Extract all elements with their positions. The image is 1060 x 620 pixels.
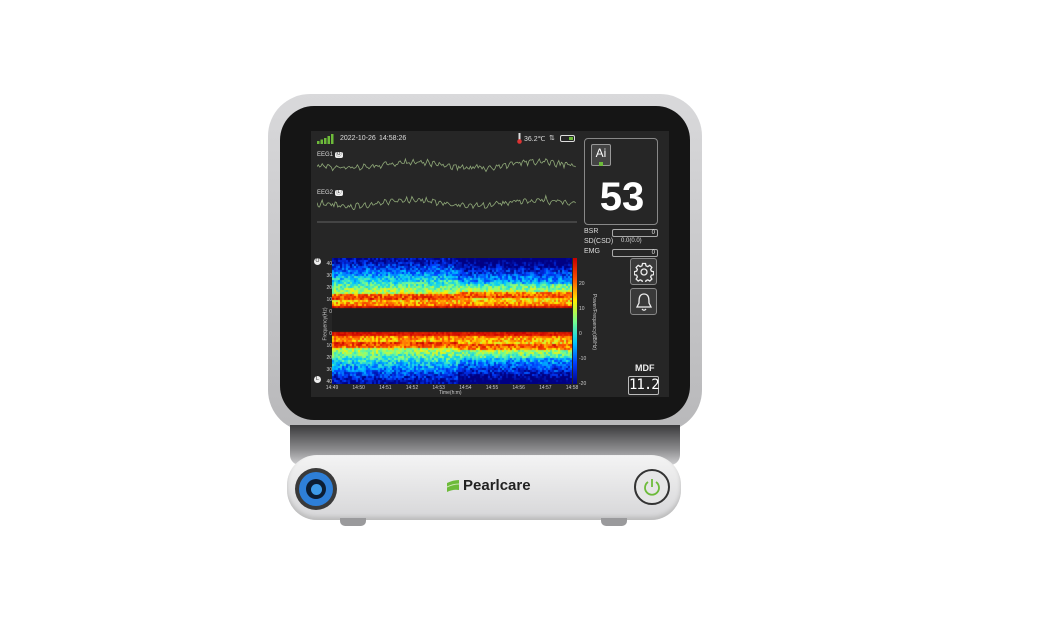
mdf-label: MDF [635, 363, 655, 373]
battery-icon [560, 135, 575, 142]
tick-label: 0 [579, 331, 582, 337]
index-panel: Ai 53 [584, 138, 658, 225]
foot-left [340, 518, 366, 526]
tick-label: 30 [326, 273, 332, 279]
eeg2-label: EEG2 Ⓛ [317, 190, 343, 196]
tick-label: 20 [579, 281, 585, 287]
alarm-button[interactable] [630, 288, 657, 315]
tick-label: 10 [326, 297, 332, 303]
sd-label: SD(CSD) [584, 238, 614, 245]
tick-label: 10 [579, 306, 585, 312]
bsr-label: BSR [584, 228, 599, 235]
sensor-port[interactable] [295, 468, 337, 510]
emg-value: 0 [612, 249, 658, 257]
spectrogram [332, 258, 572, 384]
tick-label: 14:49 [325, 385, 339, 391]
thermometer-icon [517, 133, 522, 144]
monitor-base [287, 455, 681, 520]
eeg1-label: EEG1 Ⓞ [317, 152, 343, 158]
tick-label: -10 [579, 356, 587, 362]
x-axis-label: Time(h:m) [439, 390, 462, 396]
ai-badge: Ai [591, 144, 611, 166]
tick-label: 30 [326, 367, 332, 373]
foot-right [601, 518, 627, 526]
tick-label: 0 [329, 309, 332, 315]
index-value: 53 [599, 175, 645, 219]
tick-label: 14:56 [512, 385, 525, 391]
y-ticks-bottom: 0 10 20 30 40 [322, 331, 332, 385]
eeg-waveforms [317, 157, 577, 223]
tick-label: 0 [329, 331, 332, 337]
settings-button[interactable] [630, 258, 657, 285]
bsr-value: 0 [612, 229, 658, 237]
mdf-value: 11.2 [628, 376, 660, 395]
eeg1-waveform [317, 157, 576, 173]
bell-icon [635, 292, 652, 311]
x-ticks: 14:49 14:50 14:51 14:52 14:53 14:54 14:55 14:56… [326, 385, 579, 391]
tick-label: 14:58 [565, 385, 579, 391]
y-ticks-top: 40 30 20 10 0 [322, 261, 332, 315]
emg-label: EMG [584, 248, 600, 255]
tick-label: 10 [326, 343, 332, 349]
colorbar-ticks: 20 10 0 -10 -20 [579, 281, 589, 387]
transfer-arrows-icon: ⇅ [549, 135, 555, 142]
colorbar-label: Power/Frequency(dB/Hz) [591, 293, 598, 351]
status-time: 14:58:26 [379, 135, 407, 142]
gear-icon [633, 262, 654, 282]
colorbar [573, 258, 577, 384]
temperature: 36.2℃ [524, 136, 546, 143]
tick-label: 14:52 [405, 385, 419, 391]
tick-label: 14:55 [485, 385, 499, 391]
tick-label: 14:51 [379, 385, 392, 391]
display: 2022-10-26 14:58:26 36.2℃ ⇅ EEG1 Ⓞ EEG2 … [311, 131, 669, 397]
leaf-logo-icon [446, 479, 460, 492]
tick-label: 14:54 [459, 385, 472, 391]
tick-label: -20 [579, 381, 587, 387]
sd-value: 0.0(0.0) [621, 238, 642, 244]
signal-bars-icon [317, 134, 334, 144]
tick-label: 14:50 [352, 385, 365, 391]
tick-label: 20 [326, 355, 332, 361]
eeg2-waveform [317, 194, 576, 211]
tick-label: 20 [326, 285, 332, 291]
power-icon [644, 479, 660, 496]
tick-label: 14:57 [539, 385, 552, 391]
brand-logo: Pearlcare [446, 477, 531, 494]
channel2-marker: L [314, 376, 321, 383]
tick-label: 40 [326, 379, 332, 385]
channel1-marker: O [314, 258, 321, 265]
power-button[interactable] [634, 469, 670, 505]
tick-label: 14:53 [432, 385, 445, 391]
tick-label: 40 [326, 261, 332, 267]
status-date: 2022-10-26 [340, 135, 376, 142]
